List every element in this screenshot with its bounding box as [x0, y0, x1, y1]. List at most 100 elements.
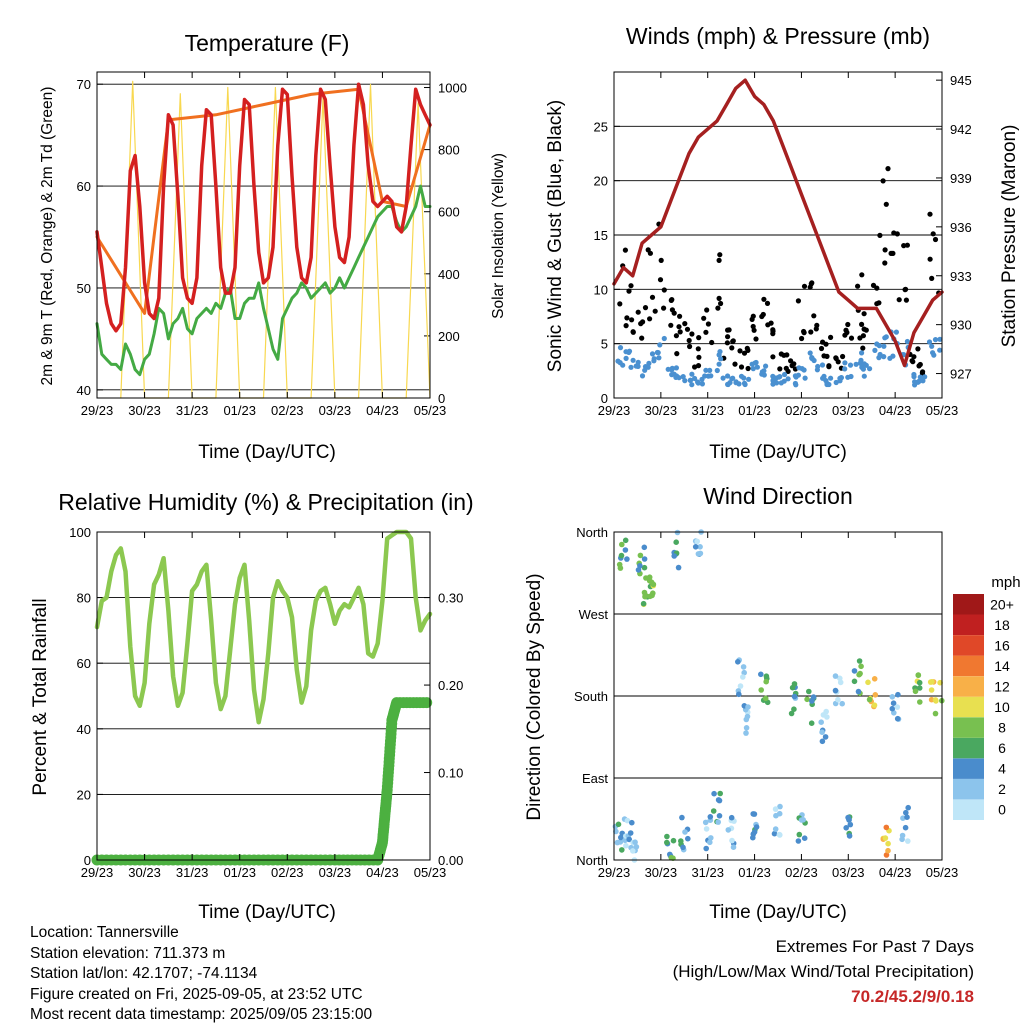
humidity-title: Relative Humidity (%) & Precipitation (i… — [58, 489, 473, 515]
winds-x-tick-label: 05/23 — [926, 403, 959, 418]
sonic-wind-point — [699, 381, 706, 387]
sonic-wind-point — [646, 360, 652, 366]
winds-x-tick-label: 31/23 — [691, 403, 724, 418]
wind-direction-point — [671, 553, 677, 559]
colorbar: 0 2 4 6 8 10 12 14 16 18 20+ — [953, 594, 1014, 820]
gust-point — [890, 250, 896, 256]
wind-direction-point — [624, 556, 630, 562]
relative-humidity-line — [94, 529, 433, 725]
colorbar-swatch — [953, 696, 984, 718]
sonic-wind-point — [853, 361, 859, 367]
sonic-wind-point — [823, 378, 829, 384]
gust-point — [903, 297, 910, 303]
humidity-plot-area: 0 20 40 60 80 100 0.00 0.10 0.20 0.30 29/23 30/23 31… — [69, 525, 463, 880]
gust-point — [703, 329, 709, 335]
wind-direction-point — [703, 826, 710, 832]
temperature-x-tick-label: 02/23 — [271, 403, 304, 418]
wind-direction-point — [617, 839, 624, 845]
sonic-wind-point — [651, 358, 657, 364]
wind-direction-point — [772, 806, 779, 812]
sonic-wind-point — [645, 364, 651, 370]
wind-direction-point — [791, 706, 797, 712]
temperature-y-tick-label: 70 — [77, 77, 91, 92]
temperature-y-tick-label: 60 — [77, 179, 91, 194]
extremes-value: 70.2/45.2/9/0.18 — [851, 987, 974, 1006]
wind-direction-point — [692, 544, 699, 550]
colorbar-swatch — [953, 778, 984, 800]
gust-point — [770, 328, 776, 334]
gust-point — [778, 351, 784, 357]
wind-direction-point — [843, 825, 849, 831]
gust-point — [696, 335, 702, 341]
humidity-x-tick-label: 02/23 — [271, 865, 304, 880]
sonic-wind-point — [741, 375, 747, 381]
wind-direction-point — [678, 838, 684, 844]
extremes-legend: (High/Low/Max Wind/Total Precipitation) — [672, 962, 974, 981]
wind-direction-point — [856, 671, 862, 678]
winds-y-tick-label: 0 — [601, 391, 608, 406]
wind-direction-point — [903, 809, 909, 816]
wind-direction-point — [917, 699, 923, 705]
sonic-wind-point — [680, 374, 686, 380]
wind-direction-point — [895, 691, 901, 698]
gust-point — [843, 327, 849, 333]
colorbar-swatch — [953, 676, 984, 697]
winds-y2-tick-label: 933 — [950, 269, 972, 284]
wind-direction-point — [777, 803, 783, 810]
sonic-wind-point — [926, 339, 933, 345]
temperature-left-axis-label: 2m & 9m T (Red, Orange) & 2m Td (Green) — [39, 87, 56, 386]
humidity-x-axis-label: Time (Day/UTC) — [198, 902, 336, 923]
sonic-wind-point — [665, 366, 671, 372]
wind-direction-point — [619, 541, 625, 548]
gust-point — [647, 316, 653, 322]
colorbar-swatch — [953, 614, 984, 635]
gust-point — [927, 256, 933, 262]
sonic-wind-point — [742, 381, 748, 388]
gust-point — [657, 277, 664, 283]
temperature-x-tick-label: 30/23 — [128, 403, 161, 418]
wind-direction-point — [629, 819, 635, 826]
colorbar-label: 2 — [998, 781, 1006, 797]
sonic-wind-point — [617, 360, 623, 366]
winds-x-tick-label: 30/23 — [645, 403, 678, 418]
sonic-wind-point — [692, 375, 698, 382]
humidity-x-tick-label: 04/23 — [366, 865, 399, 880]
wind-direction-point — [743, 730, 749, 736]
sonic-wind-point — [781, 378, 787, 384]
solar-insolation-line — [120, 80, 431, 399]
sonic-wind-point — [708, 373, 714, 379]
sonic-wind-point — [795, 372, 802, 378]
gust-point — [676, 324, 682, 330]
gust-point — [642, 305, 649, 311]
direction-left-axis-label: Direction (Colored By Speed) — [524, 573, 545, 820]
wind-direction-point — [806, 688, 812, 695]
wind-direction-point — [633, 844, 640, 850]
wind-direction-point — [822, 734, 829, 740]
sonic-wind-point — [717, 349, 723, 355]
gust-point — [725, 334, 731, 340]
winds-y2-tick-label: 930 — [950, 318, 972, 333]
direction-x-tick-label: 05/23 — [926, 865, 959, 880]
wind-direction-point — [641, 556, 648, 562]
wind-direction-point — [740, 674, 746, 680]
winds-title: Winds (mph) & Pressure (mb) — [626, 23, 930, 49]
direction-panel: Wind Direction Direction (Colored By Spe… — [524, 483, 1021, 923]
direction-y-tick-label: West — [579, 607, 609, 622]
gust-point — [770, 354, 776, 360]
wind-direction-point — [708, 835, 714, 841]
gust-point — [628, 283, 634, 289]
wind-direction-point — [871, 676, 878, 682]
wind-direction-point — [818, 719, 824, 725]
wind-direction-point — [883, 824, 890, 831]
temperature-plot-area: 40 50 60 70 0 200 400 600 800 1000 29/23 30/23 31/23… — [77, 71, 467, 418]
temperature-x-tick-label: 29/23 — [81, 403, 114, 418]
wind-direction-point — [707, 814, 714, 820]
wind-direction-point — [632, 839, 638, 845]
colorbar-label: 12 — [994, 679, 1010, 695]
humidity-y-tick-label: 100 — [69, 525, 91, 540]
colorbar-label: 18 — [994, 617, 1010, 633]
sonic-wind-point — [776, 374, 782, 380]
wind-direction-point — [894, 715, 901, 722]
colorbar-swatch — [953, 737, 984, 759]
